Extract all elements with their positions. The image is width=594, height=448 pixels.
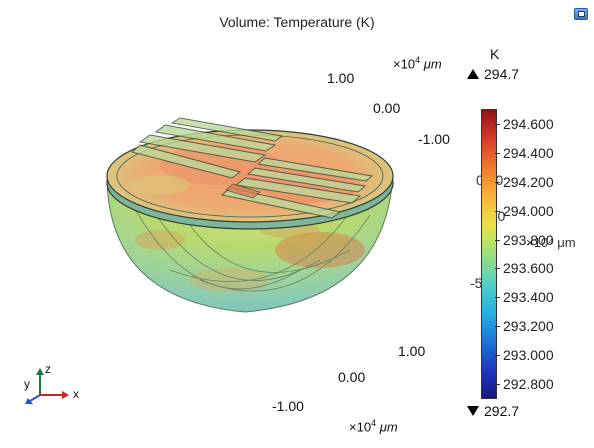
colorbar-min: 292.7	[467, 403, 519, 419]
axis-tick-top-1: 1.00	[327, 70, 355, 86]
colorbar-unit: K	[490, 46, 500, 62]
colorbar-tick	[495, 297, 500, 299]
axis-triad: z y x	[20, 362, 90, 410]
colorbar-tick	[495, 153, 500, 155]
colorbar-tick-label: 293.600	[503, 260, 554, 277]
colorbar-tick-label: 294.200	[503, 174, 554, 190]
colorbar-tick-label: 293.200	[503, 318, 554, 334]
axis-tick-bottom-2: 0.00	[338, 369, 366, 385]
top-axis-scale: ×104 μm	[393, 55, 442, 72]
electrode-comb-upper	[130, 117, 284, 179]
colorbar-tick	[495, 124, 500, 126]
triad-y-label: y	[24, 377, 30, 391]
colorbar	[481, 109, 497, 399]
colorbar-tick	[495, 210, 500, 212]
electrode-comb-lower	[220, 157, 374, 219]
colorbar-tick-label: 294.600	[503, 116, 554, 133]
min-arrow-icon	[467, 406, 479, 416]
mid-axis-scale: ×10⁴ μm	[526, 235, 576, 250]
colorbar-tick	[495, 383, 500, 385]
colorbar-tick	[495, 354, 500, 356]
triad-z-label: z	[45, 362, 51, 376]
colorbar-tick	[495, 182, 500, 183]
axis-tick-top-3: -1.00	[418, 131, 450, 147]
plot-title: Volume: Temperature (K)	[219, 14, 375, 30]
colorbar-tick-label: 292.800	[503, 375, 554, 392]
max-arrow-icon	[467, 69, 479, 79]
colorbar-tick-label: 294.400	[503, 145, 554, 162]
bottom-axis-scale: ×104 μm	[349, 418, 398, 435]
colorbar-max: 294.7	[467, 66, 519, 82]
colorbar-tick-label: 293.800	[503, 231, 554, 248]
window-restore-icon[interactable]	[574, 8, 588, 20]
triad-x-label: x	[73, 387, 79, 401]
colorbar-tick-label: 294.000	[503, 202, 554, 219]
colorbar-tick	[495, 326, 500, 327]
axis-tick-bottom-3: -1.00	[272, 398, 304, 414]
colorbar-tick-label: 293.400	[503, 289, 554, 306]
colorbar-tick	[495, 268, 500, 270]
colorbar-tick	[495, 239, 500, 241]
axis-tick-top-2: 0.00	[373, 100, 401, 116]
colorbar-tick-label: 293.000	[503, 346, 554, 363]
axis-tick-bottom-1: 1.00	[398, 343, 426, 359]
